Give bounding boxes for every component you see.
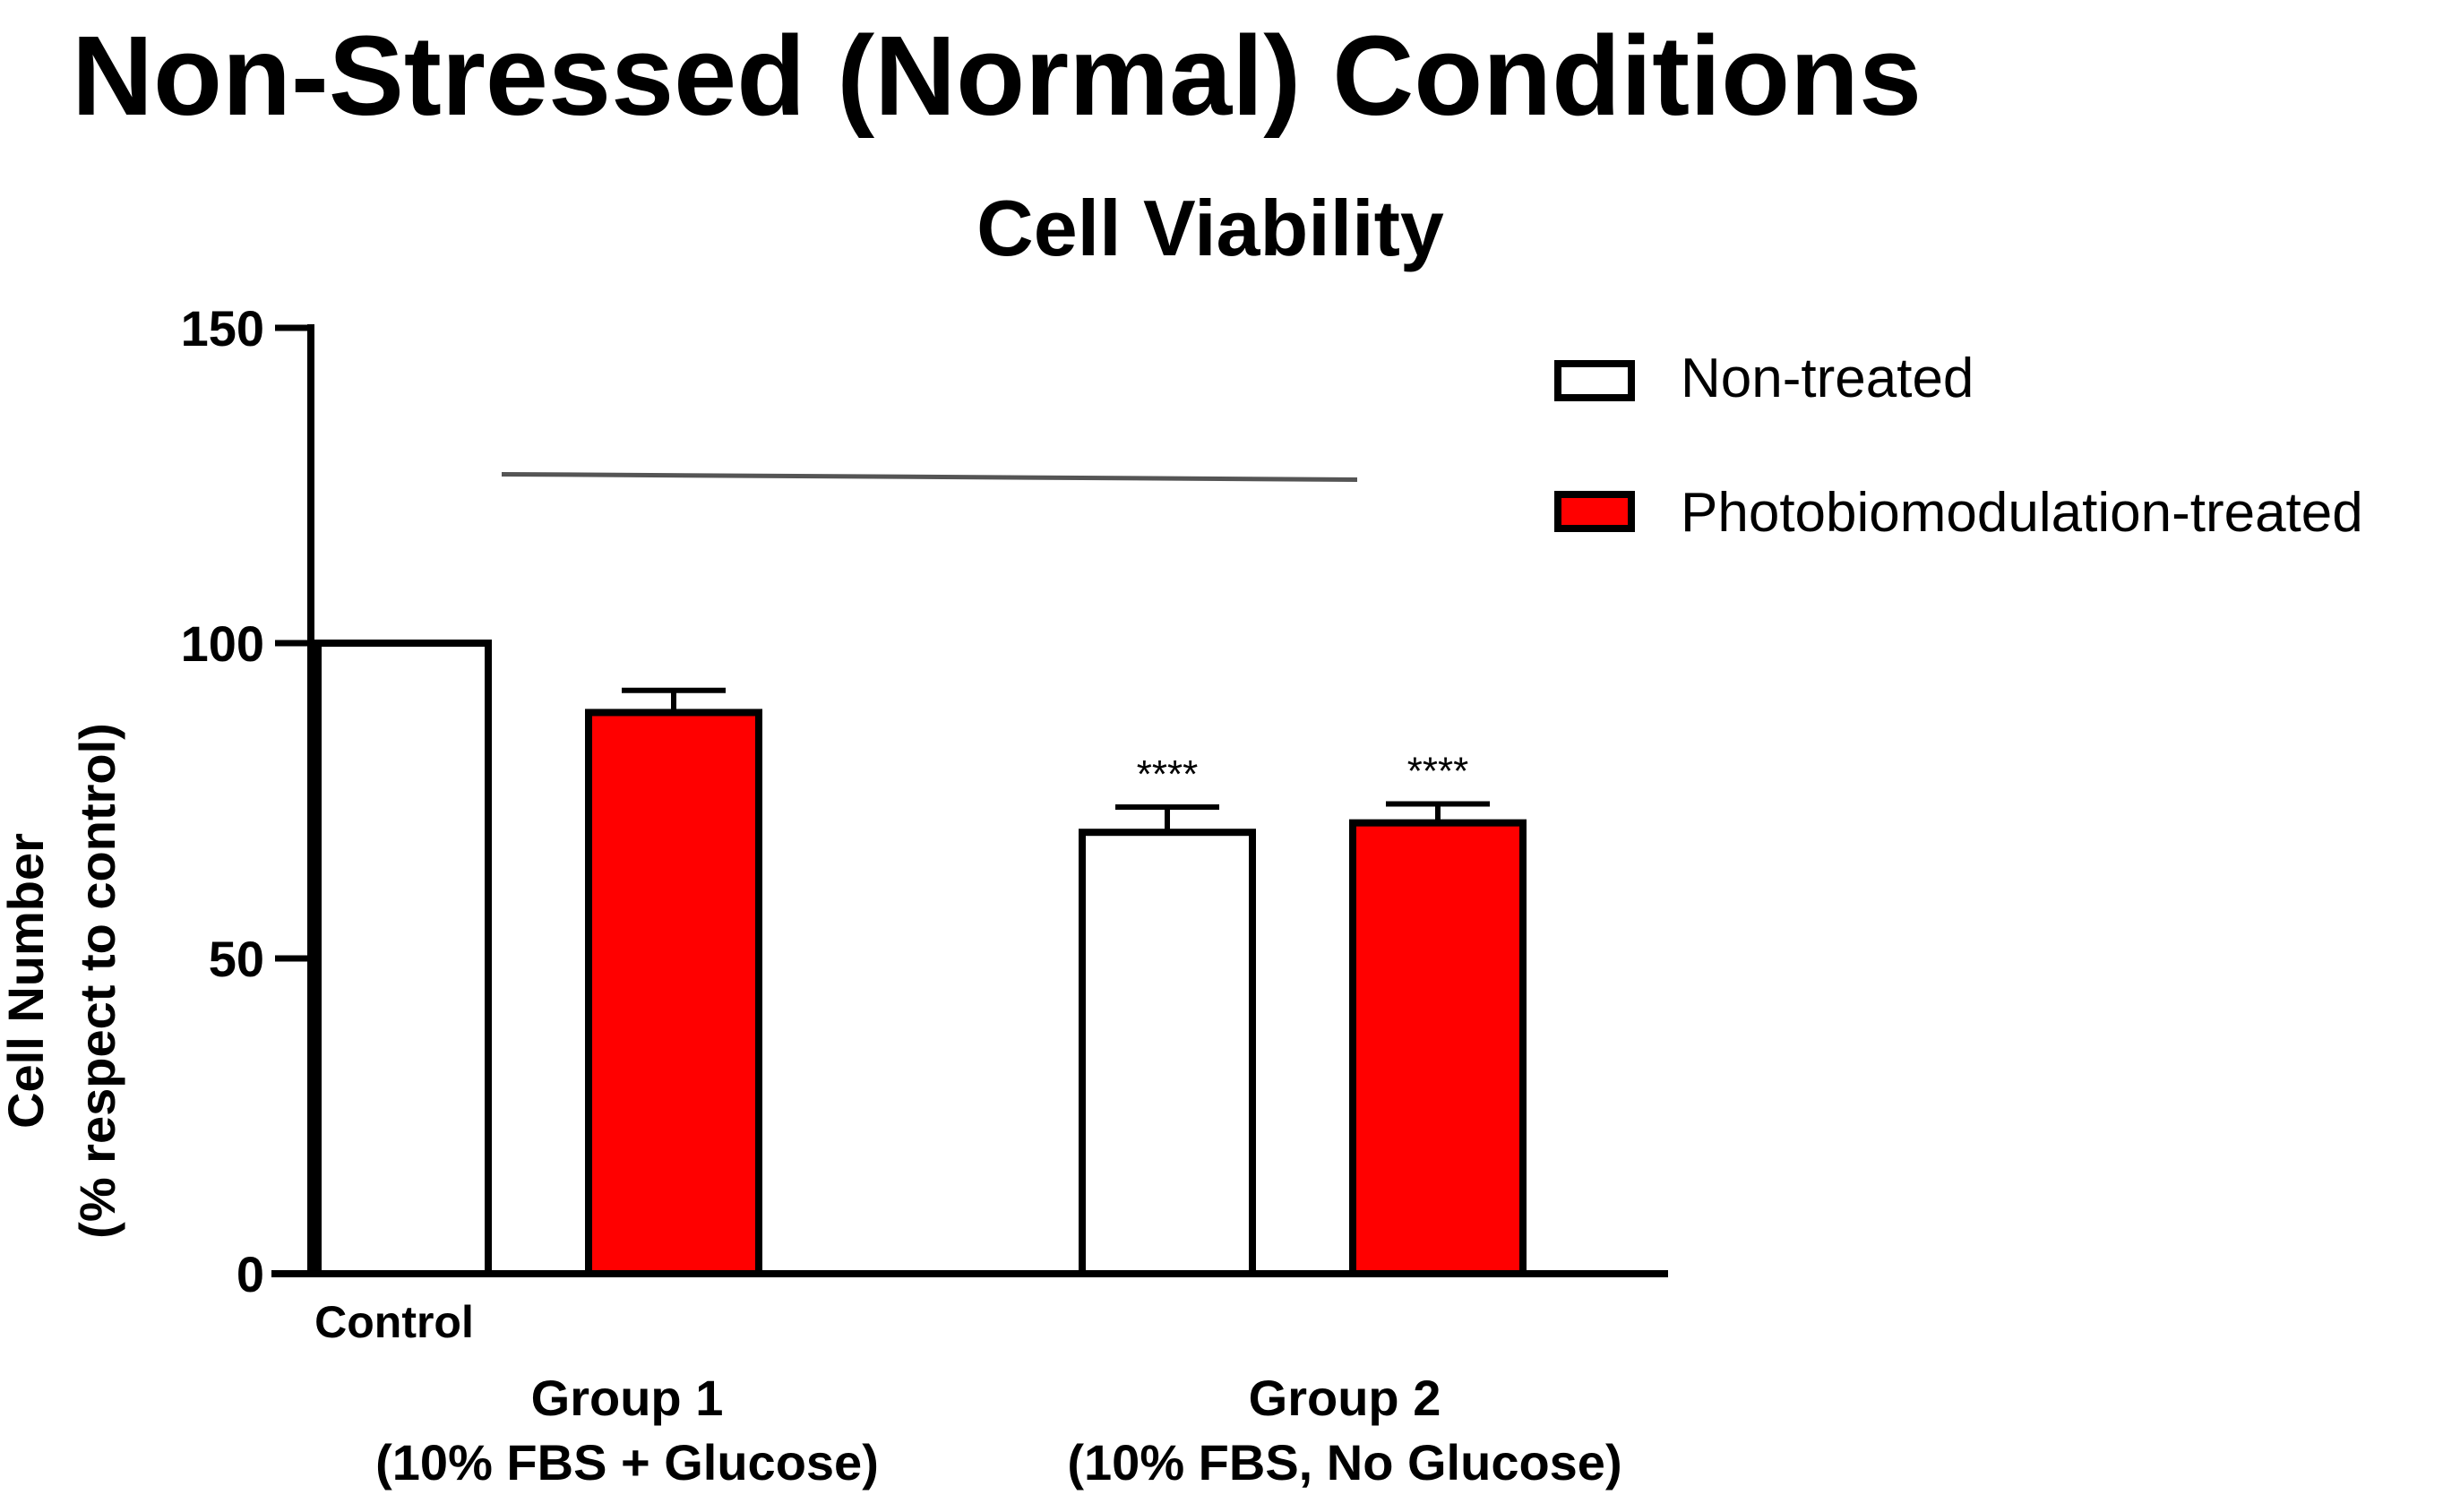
legend: Non-treated Photobiomodulation-treated: [1554, 348, 2363, 544]
figure-title: Non-Stressed (Normal) Conditions: [72, 13, 1922, 139]
x-labels: Control Group 1 (10% FBS + Glucose) Group 2…: [314, 1297, 1621, 1491]
legend-label-photobiomodulation-treated: Photobiomodulation-treated: [1681, 482, 2363, 544]
chart-title: Cell Viability: [976, 184, 1444, 272]
bar: [1349, 819, 1527, 1277]
group-label: Group 1: [531, 1370, 724, 1426]
bars: **** ****: [314, 471, 1527, 1277]
y-tick-label: 100: [181, 615, 264, 672]
y-ticks: 0 50 100 150: [181, 300, 311, 1302]
legend-swatch-photobiomodulation-treated: [1554, 491, 1635, 532]
group-sublabel: (10% FBS + Glucose): [375, 1434, 879, 1491]
significance-label: ****: [1137, 752, 1199, 796]
y-tick-label: 50: [209, 931, 264, 987]
y-axis-label-sub: (% respect to control): [69, 723, 125, 1239]
group-label: Group 2: [1249, 1370, 1441, 1426]
legend-swatch-non-treated: [1554, 360, 1635, 401]
y-axis-label: Cell Number: [0, 833, 54, 1129]
bar-sublabel: Control: [314, 1297, 474, 1347]
significance-label: ****: [1407, 750, 1469, 794]
legend-label-non-treated: Non-treated: [1681, 348, 1974, 409]
y-tick-label: 150: [181, 300, 264, 357]
comparison-line: [501, 471, 1358, 482]
group-sublabel: (10% FBS, No Glucose): [1067, 1434, 1621, 1491]
bar: [1079, 829, 1256, 1277]
bar: [314, 640, 492, 1277]
y-tick-label: 0: [237, 1246, 264, 1302]
bar: [585, 709, 762, 1277]
